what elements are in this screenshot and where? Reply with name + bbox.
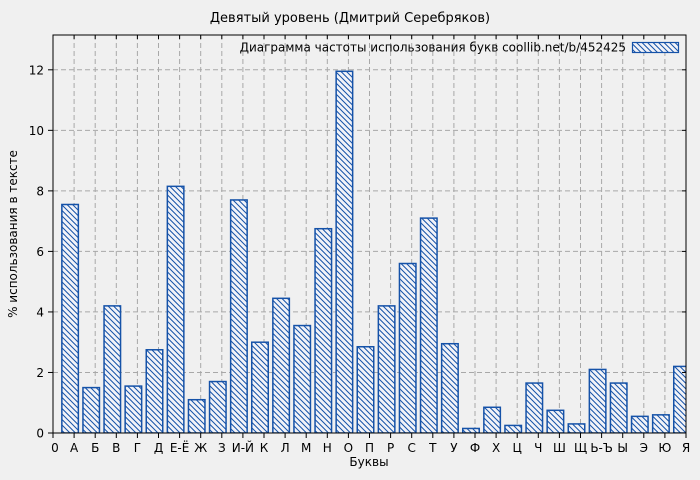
x-tick-label-Л: Л	[281, 441, 290, 455]
bar-А	[61, 203, 80, 433]
bar-Г	[124, 385, 143, 433]
y-tick-label-6: 6	[36, 245, 44, 259]
bar-Ж	[187, 398, 206, 433]
bar-С	[398, 262, 417, 433]
bar-О	[335, 70, 354, 433]
y-tick-label-4: 4	[36, 305, 44, 319]
x-tick-label-Г: Г	[134, 441, 141, 455]
bar-Н	[314, 227, 333, 433]
axis-ticks	[48, 35, 687, 438]
bar-К	[251, 341, 269, 433]
x-tick-label-origin: 0	[51, 441, 59, 455]
bar-Б	[82, 386, 101, 433]
x-tick-label-Ф: Ф	[470, 441, 480, 455]
y-tick-label-2: 2	[36, 366, 44, 380]
bar-Ю	[651, 414, 670, 433]
x-tick-label-М: М	[301, 441, 311, 455]
x-tick-label-Я: Я	[682, 441, 690, 455]
bar-Д	[145, 349, 164, 433]
bar-Ч	[525, 382, 544, 433]
x-tick-label-Р: Р	[387, 441, 394, 455]
x-tick-label-Х: Х	[492, 441, 500, 455]
x-tick-label-У: У	[450, 441, 458, 455]
x-tick-label-Щ: Щ	[574, 441, 587, 455]
x-tick-label-З: З	[218, 441, 226, 455]
bar-Ц	[504, 424, 523, 433]
x-tick-label-Б: Б	[91, 441, 99, 455]
bar-Я	[673, 365, 686, 433]
legend-swatch	[631, 41, 680, 54]
x-tick-label-А: А	[70, 441, 79, 455]
x-tick-label-Е-Ё: Е-Ё	[170, 440, 190, 455]
y-tick-label-10: 10	[29, 124, 44, 138]
x-tick-label-К: К	[260, 441, 269, 455]
bar-Ф	[462, 427, 480, 433]
bar-Э	[630, 415, 649, 433]
y-axis-label: % использования в тексте	[6, 150, 20, 318]
bar-Т	[419, 217, 438, 433]
bar-Е-Ё	[166, 185, 185, 433]
bar-М	[293, 324, 312, 433]
x-tick-label-В: В	[112, 441, 120, 455]
x-tick-label-Ж: Ж	[194, 441, 207, 455]
bar-Р	[377, 305, 396, 433]
x-tick-label-Ц: Ц	[513, 441, 522, 455]
y-tick-label-12: 12	[29, 63, 44, 77]
bar-В	[103, 305, 122, 433]
x-tick-labels: 0 А Б В Г Д Е-Ё Ж З И-Й К Л М Н О П Р С Т У Ф Х Ц Ч Ш Щ Ь-Ъ Ы Э Ю Я	[51, 440, 690, 455]
x-tick-label-Ь-Ъ: Ь-Ъ	[590, 441, 613, 455]
x-tick-label-П: П	[365, 441, 374, 455]
x-tick-label-Ю: Ю	[658, 441, 671, 455]
x-tick-label-О: О	[344, 441, 353, 455]
x-tick-label-Ч: Ч	[534, 441, 542, 455]
x-tick-label-Ы: Ы	[617, 441, 628, 455]
bar-Щ	[567, 423, 586, 433]
x-tick-label-Э: Э	[640, 441, 648, 455]
bar-Ы	[609, 382, 628, 433]
bar-У	[440, 342, 459, 433]
y-tick-label-8: 8	[36, 184, 44, 198]
x-tick-label-Н: Н	[323, 441, 332, 455]
x-axis-label: Буквы	[349, 455, 388, 469]
bar-Ш	[546, 409, 565, 433]
bar-П	[356, 345, 375, 433]
x-tick-label-И-Й: И-Й	[232, 440, 254, 455]
bars	[61, 70, 686, 433]
bar-Ь-Ъ	[588, 368, 607, 433]
legend-label: Диаграмма частоты использования букв coo…	[240, 41, 626, 55]
x-tick-label-С: С	[408, 441, 416, 455]
y-tick-label-0: 0	[36, 427, 44, 441]
bar-Л	[272, 297, 291, 433]
y-tick-labels: 0 2 4 6 8 10 12	[29, 63, 44, 440]
x-tick-label-Т: Т	[428, 441, 437, 455]
bar-Х	[483, 406, 502, 433]
x-tick-label-Д: Д	[154, 441, 163, 455]
chart-title: Девятый уровень (Дмитрий Серебряков)	[210, 11, 490, 26]
x-tick-label-Ш: Ш	[553, 441, 566, 455]
bar-И-Й	[229, 199, 248, 433]
bar-З	[208, 380, 227, 433]
